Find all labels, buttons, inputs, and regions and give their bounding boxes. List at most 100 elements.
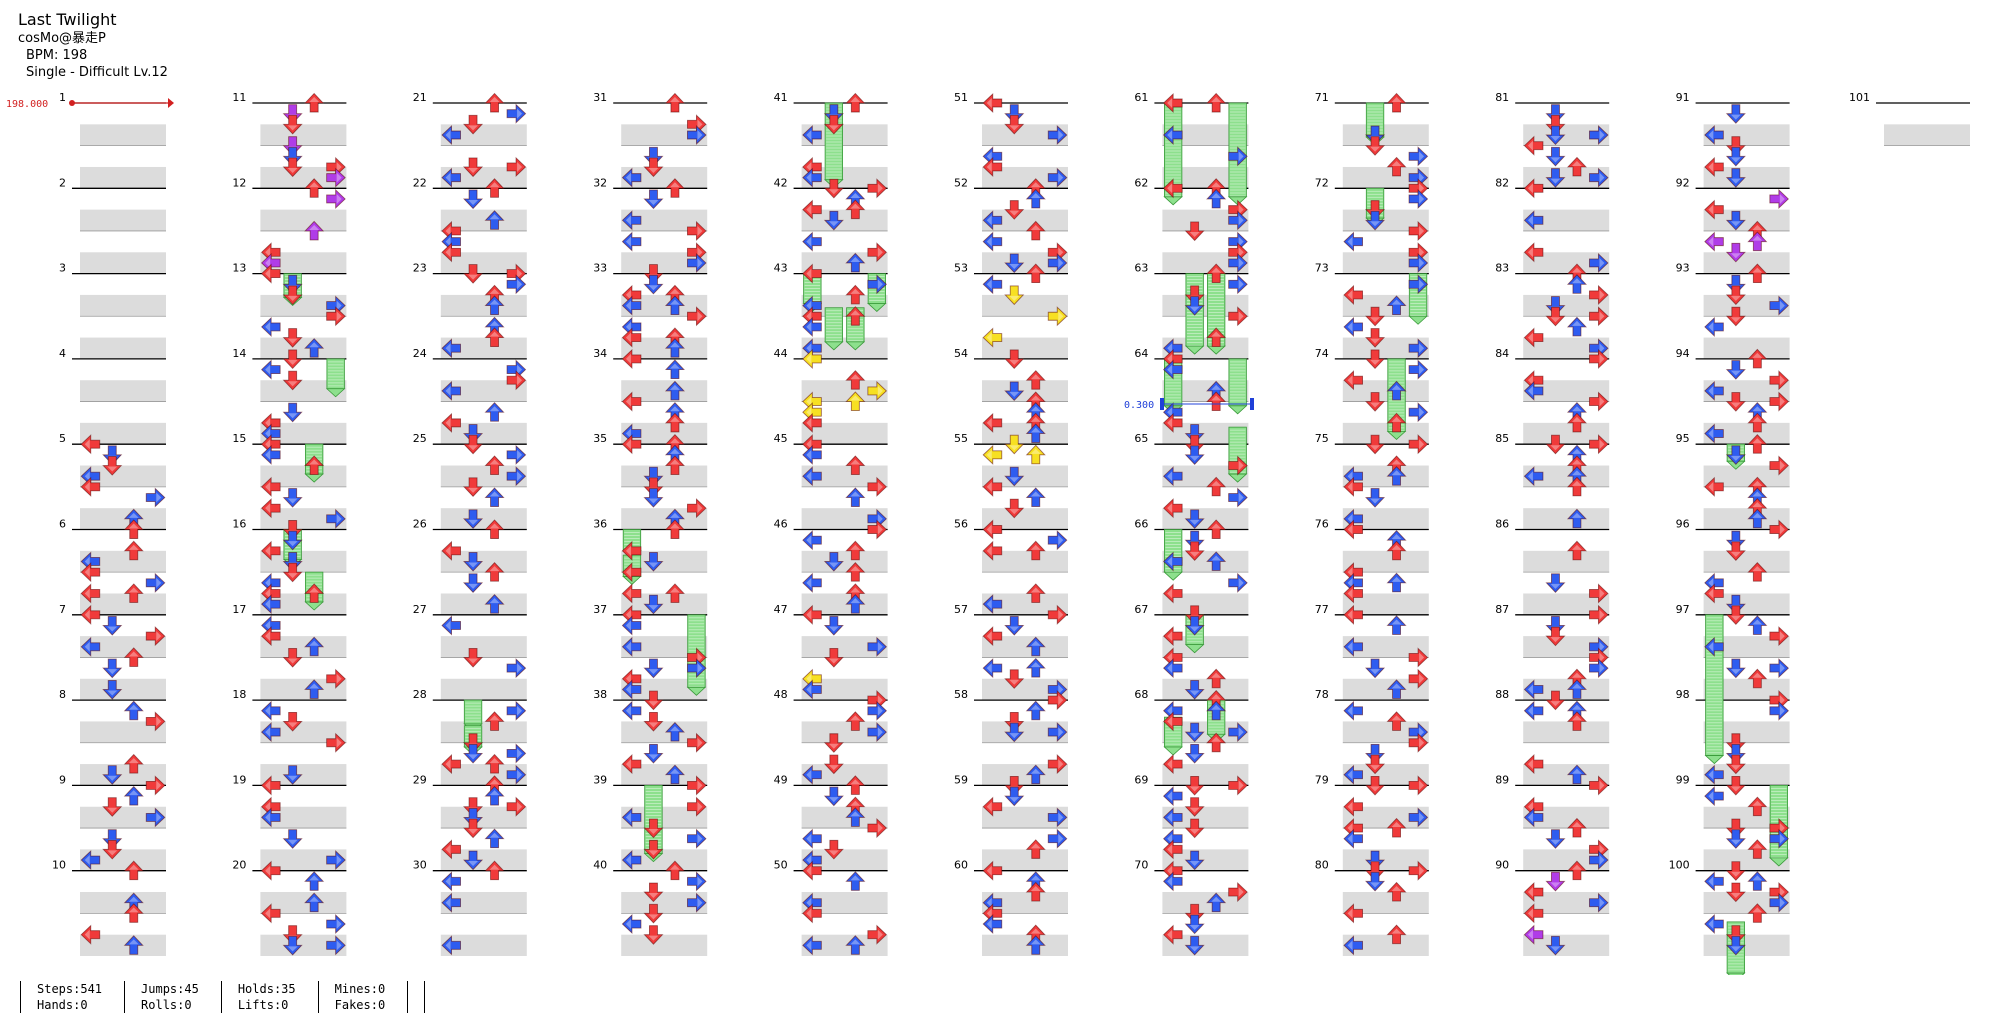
- arrow-u: [123, 700, 144, 721]
- beat-band: [1342, 934, 1429, 956]
- hold-tail: [845, 341, 866, 351]
- beat-band: [260, 294, 347, 317]
- beat-band: [80, 678, 166, 701]
- arrow-d: [643, 157, 664, 178]
- measure-number: 13: [232, 262, 246, 275]
- arrow-d: [463, 552, 484, 572]
- measure-47: 47: [774, 603, 888, 701]
- measure-number: 91: [1676, 91, 1690, 104]
- measure-75: 75: [1315, 432, 1429, 530]
- measure-number: 31: [593, 91, 607, 104]
- arrow-u: [845, 540, 866, 561]
- arrow-r: [1769, 700, 1790, 721]
- arrow-u: [1566, 860, 1587, 881]
- arrow-u: [1566, 156, 1587, 177]
- arrow-l: [982, 519, 1003, 540]
- arrow-l: [802, 167, 822, 188]
- measure-number: 56: [954, 518, 968, 531]
- arrow-u: [123, 785, 144, 806]
- beat-band: [440, 636, 527, 658]
- arrow-r: [1769, 658, 1790, 679]
- arrow-r: [1769, 295, 1790, 316]
- arrow-u: [664, 860, 685, 881]
- beat-band: [260, 934, 347, 956]
- beat-band: [260, 721, 347, 743]
- arrow-u: [1025, 370, 1046, 390]
- arrow-u: [123, 647, 144, 667]
- measure-5: 5: [59, 432, 166, 530]
- arrow-d: [1545, 146, 1566, 167]
- arrow-r: [867, 178, 888, 199]
- measure-71: 71: [1315, 91, 1429, 189]
- stat-hands: Hands:0: [37, 998, 88, 1012]
- arrow-l: [1523, 242, 1544, 263]
- arrow-r: [1047, 722, 1068, 743]
- beat-band: [440, 294, 527, 317]
- beat-band: [1162, 380, 1249, 402]
- measure-number: 15: [232, 432, 246, 445]
- measure-number: 5: [59, 432, 66, 445]
- beat-band: [1162, 806, 1249, 829]
- measure-number: 25: [413, 432, 427, 445]
- arrow-r: [1408, 338, 1429, 359]
- beat-band: [1703, 252, 1790, 274]
- beat-band: [80, 636, 166, 658]
- arrow-u: [1386, 679, 1407, 699]
- arrow-r: [1228, 455, 1248, 476]
- arrow-d: [823, 733, 844, 753]
- measure-38: 38: [593, 688, 708, 786]
- beat-band: [1523, 934, 1610, 956]
- arrow-r: [1047, 828, 1068, 849]
- arrow-u: [664, 295, 685, 316]
- beat-band: [260, 337, 347, 359]
- measure-29: 29: [413, 773, 527, 871]
- beat-band: [982, 337, 1068, 359]
- arrow-l: [441, 839, 461, 860]
- measure-80: 80: [1315, 859, 1429, 956]
- arrow-l: [1523, 903, 1544, 924]
- beat-band: [621, 124, 708, 146]
- measure-54: 54: [954, 347, 1068, 445]
- arrow-l: [80, 604, 101, 625]
- beat-band: [1703, 124, 1790, 146]
- measure-number: 33: [593, 262, 607, 275]
- arrow-l: [1704, 423, 1724, 444]
- beat-band: [1162, 422, 1249, 445]
- arrow-d: [1725, 168, 1746, 188]
- beat-band: [1703, 721, 1790, 743]
- beat-band: [982, 934, 1068, 956]
- arrow-d: [1725, 392, 1746, 412]
- measure-number: 3: [59, 262, 66, 275]
- measure-84: 84: [1495, 347, 1610, 445]
- beat-band: [982, 636, 1068, 658]
- arrow-l: [982, 626, 1003, 647]
- arrow-r: [145, 572, 166, 593]
- beat-band: [1342, 806, 1429, 829]
- measure-number: 64: [1134, 347, 1148, 360]
- measure-number: 24: [413, 347, 427, 360]
- arrow-d: [1004, 114, 1025, 135]
- measure-48: 48: [774, 688, 888, 786]
- beat-band: [260, 209, 347, 231]
- arrow-u: [845, 807, 866, 827]
- beat-band: [1523, 124, 1610, 146]
- arrow-l: [1162, 711, 1183, 732]
- song-difficulty: Single - Difficult Lv.12: [26, 65, 168, 80]
- measure-number: 50: [774, 859, 788, 872]
- arrow-u: [1566, 316, 1587, 337]
- measure-2: 2: [59, 176, 166, 274]
- beat-band: [1342, 593, 1429, 615]
- bpm-marker-start: [69, 100, 75, 106]
- arrow-d: [282, 935, 303, 956]
- hold-tail: [1704, 755, 1725, 765]
- arrow-r: [1228, 572, 1248, 593]
- arrow-u: [664, 721, 685, 742]
- measure-number: 11: [232, 91, 246, 104]
- beat-band: [1523, 508, 1610, 530]
- arrow-d: [823, 552, 844, 572]
- arrow-u: [1747, 231, 1768, 252]
- arrow-r: [1588, 434, 1609, 455]
- stat-col-jumps: Jumps:45 Rolls:0: [124, 981, 221, 1013]
- measure-21: 21: [413, 91, 527, 189]
- arrow-l: [982, 796, 1003, 817]
